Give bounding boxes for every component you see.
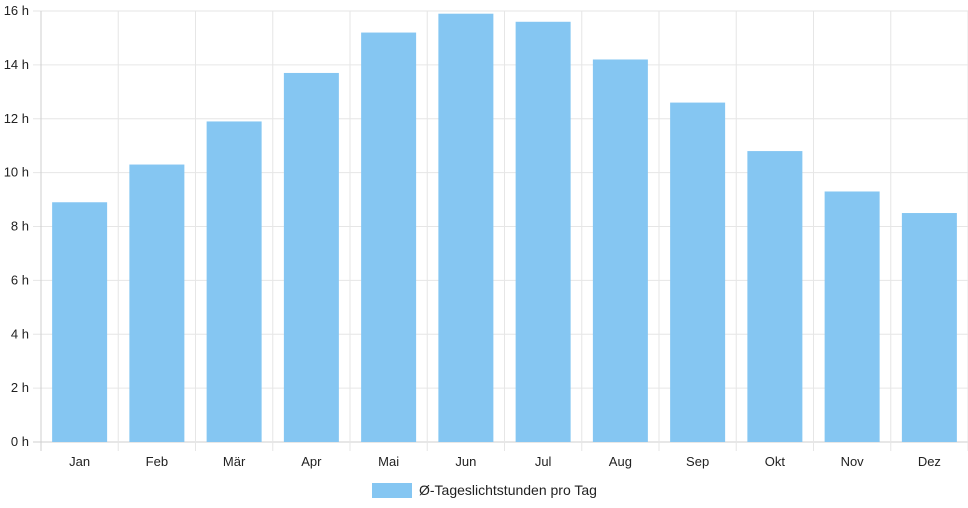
y-tick-label: 16 h (4, 3, 29, 18)
bar-jan[interactable] (52, 202, 108, 442)
bar-feb[interactable] (129, 164, 185, 442)
bar-nov[interactable] (824, 191, 880, 442)
y-tick-label: 14 h (4, 57, 29, 72)
bar-dez[interactable] (901, 213, 957, 442)
y-axis-ticks: 0 h 2 h 4 h 6 h 8 h 10 h 12 h 14 h 16 h (4, 3, 29, 449)
y-tick-label: 8 h (11, 219, 29, 234)
y-tick-label: 10 h (4, 165, 29, 180)
x-tick-label: Aug (609, 454, 632, 469)
x-tick-label: Sep (686, 454, 709, 469)
x-tick-label: Mär (223, 454, 246, 469)
x-tick-label: Nov (841, 454, 865, 469)
y-tick-label: 4 h (11, 326, 29, 341)
x-tick-label: Jul (535, 454, 552, 469)
x-tick-label: Jun (455, 454, 476, 469)
legend-label[interactable]: Ø-Tageslichtstunden pro Tag (419, 482, 597, 498)
y-tick-label: 0 h (11, 434, 29, 449)
grid-lines (33, 10, 968, 451)
bar-jul[interactable] (515, 21, 571, 443)
bar-apr[interactable] (283, 72, 339, 443)
x-tick-label: Feb (146, 454, 168, 469)
bars (52, 13, 957, 443)
y-tick-label: 2 h (11, 380, 29, 395)
x-tick-label: Okt (765, 454, 786, 469)
x-tick-label: Mai (378, 454, 399, 469)
y-tick-label: 12 h (4, 111, 29, 126)
bar-jun[interactable] (438, 13, 494, 442)
x-tick-label: Dez (918, 454, 941, 469)
bar-mai[interactable] (361, 32, 417, 443)
bar-okt[interactable] (747, 151, 803, 442)
bar-aug[interactable] (592, 59, 648, 443)
x-tick-label: Jan (69, 454, 90, 469)
y-tick-label: 6 h (11, 272, 29, 287)
x-axis-ticks: Jan Feb Mär Apr Mai Jun Jul Aug Sep Okt Nov Dez (69, 454, 941, 469)
legend[interactable]: Ø-Tageslichtstunden pro Tag (372, 482, 597, 498)
legend-swatch[interactable] (372, 483, 412, 498)
bar-mär[interactable] (206, 121, 262, 442)
bar-sep[interactable] (670, 102, 726, 443)
x-tick-label: Apr (301, 454, 322, 469)
